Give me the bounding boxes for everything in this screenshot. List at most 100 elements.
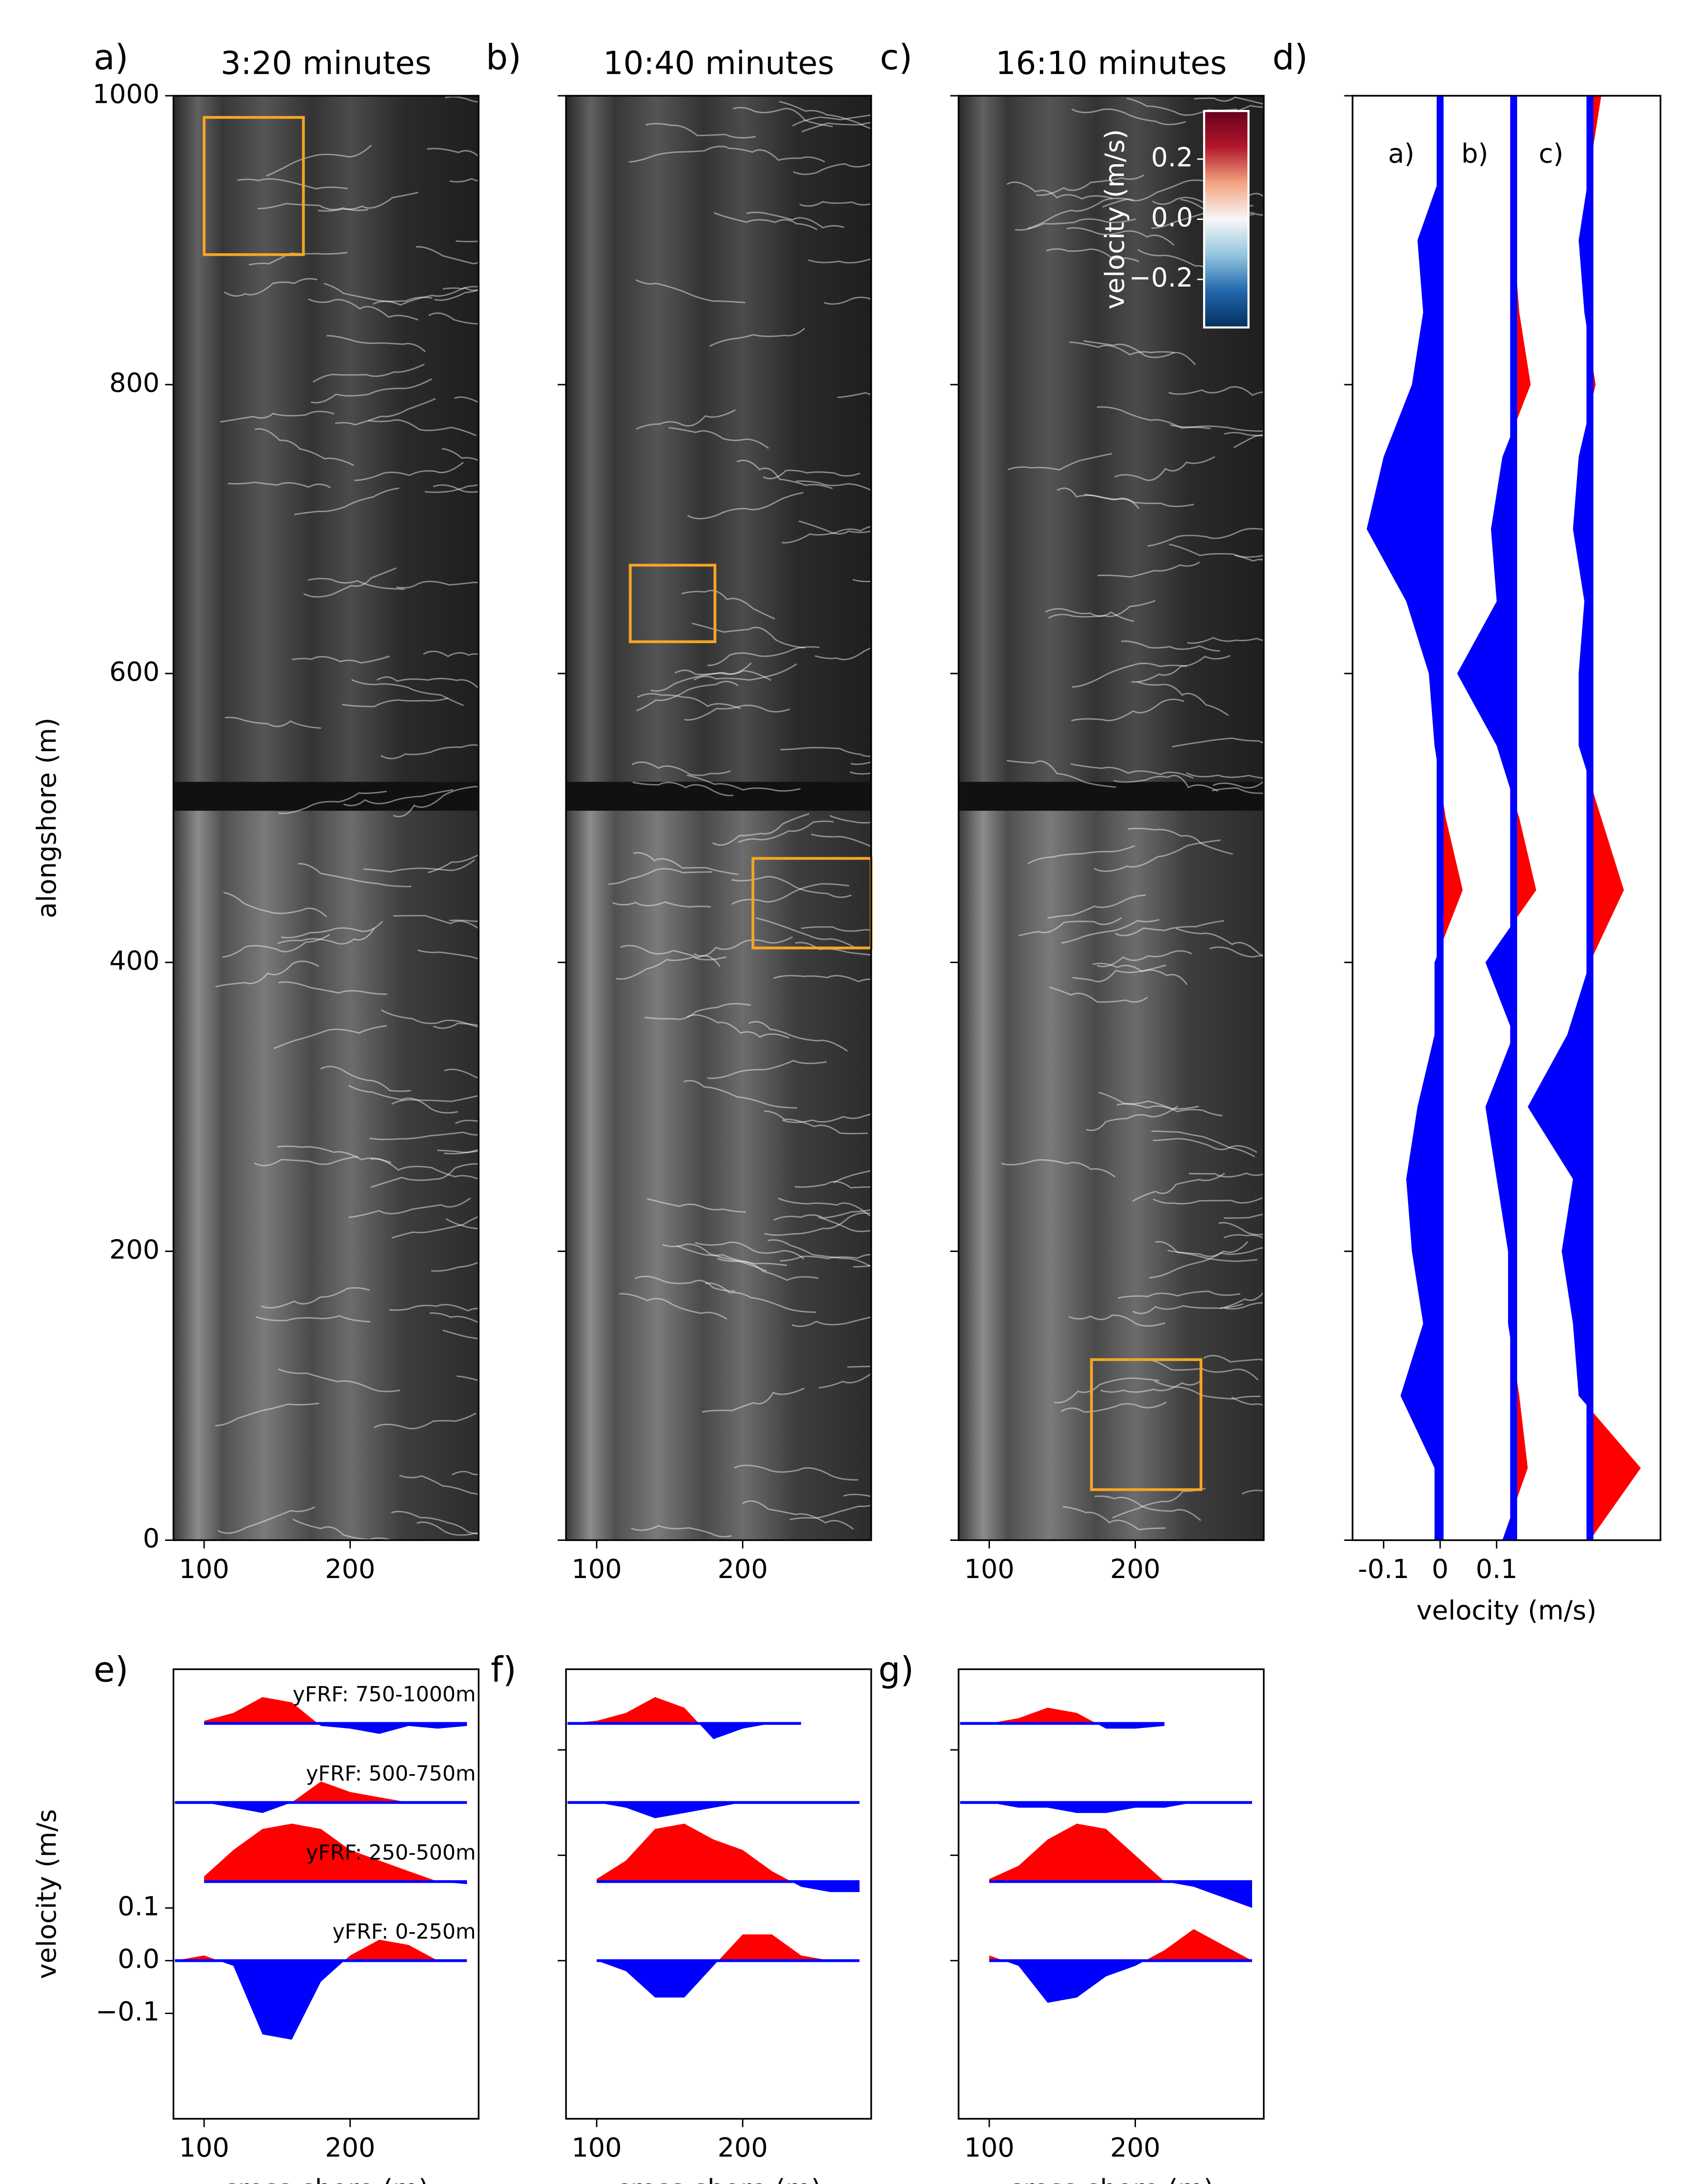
streamline [815,647,871,660]
x-tick-label: 200 [718,2133,768,2163]
streamline [1072,964,1166,983]
streamline [798,520,871,535]
streamline [1131,655,1231,683]
negative-area [1528,168,1590,1540]
panel: a) b) c) -0.1 0 0.1 d) velocity (m/s) [1273,37,1661,1626]
streamline [273,1025,387,1049]
streamline [278,1368,401,1392]
streamline [674,669,771,681]
series-label: c) [1539,139,1563,169]
streamline [1224,1213,1264,1219]
streamline [307,578,405,590]
streamline [456,1375,479,1381]
streamline [1170,424,1264,433]
streamline [415,246,479,265]
streamline [1054,1377,1159,1404]
streamline [399,1475,479,1495]
x-tick-label: 100 [964,2133,1015,2163]
y-tick-label: −0.1 [96,1997,159,2027]
colorbar-tick-label: −0.2 [1129,263,1193,293]
streamline [393,915,479,930]
series-label: yFRF: 250-500m [306,1840,476,1865]
axes-frame [565,95,872,1541]
north-shade [173,96,479,789]
x-tick-label: 100 [572,1554,622,1585]
series-label: a) [1388,139,1415,169]
streamline [818,1216,871,1232]
streamline [762,469,860,479]
streamline [1149,1241,1248,1279]
beach-image [566,96,871,1540]
streamline [1115,920,1224,936]
panel-label: f) [491,1649,516,1690]
streamline [445,1218,479,1230]
streamline [1224,1302,1264,1310]
streamline [1068,1314,1165,1327]
streamline [222,933,330,958]
streamline [734,1464,859,1481]
streamline [455,240,479,242]
streamline [651,662,752,692]
streamline [308,298,419,321]
x-tick-label: 100 [179,1554,229,1585]
streamline [1093,963,1188,985]
streamline [313,363,425,383]
streamline [1175,927,1264,956]
streamline [791,1316,871,1327]
streamline [1066,227,1175,246]
y-tick-label: 400 [109,946,160,976]
highlight-box [202,116,305,256]
streamline [764,1212,870,1236]
streamline [255,1315,371,1323]
panel-title: 3:20 minutes [221,45,432,82]
positive-area [204,1824,439,1882]
colorbar [1203,110,1250,329]
beach-image [173,96,479,1540]
streamline [693,663,797,681]
streamline [281,921,383,939]
streamline [1132,1172,1225,1202]
streamline [829,815,871,824]
streamline [254,428,355,466]
streamline [433,1023,479,1029]
streamline [298,863,412,887]
positive-area [960,1707,1096,1724]
streamline [837,392,871,398]
streamline [391,1095,479,1105]
streamline [428,312,479,325]
streamline [1102,179,1211,208]
x-tick-label: 100 [179,2133,229,2163]
streamline [773,1209,871,1221]
negative-area [960,1802,1253,1813]
streamline [681,590,775,620]
pier [566,782,871,811]
streamline [702,1388,805,1413]
positive-area [989,1929,1253,1961]
streamline [780,747,871,757]
positive-area [175,1939,467,1961]
streamline [1224,432,1264,437]
streamline [277,927,375,945]
streamline [317,191,418,212]
negative-area [175,1802,467,1813]
positive-area [1589,96,1641,1540]
streamline [631,1525,732,1538]
x-tick-label: 200 [718,1554,768,1585]
streamline [1112,1488,1206,1519]
streamline [1097,406,1211,429]
y-axis-label: alongshore (m) [32,717,62,918]
streamline [824,297,871,305]
streamline [707,1060,827,1079]
streamline [292,655,390,664]
profile [175,1939,467,2040]
streamline [449,919,479,922]
colorbar-tick-label: 0.0 [1151,203,1193,233]
streamline [1060,1401,1167,1413]
streamline [727,147,825,163]
streamline [1224,1234,1264,1239]
panel: yFRF: 0-250m yFRF: 250-500m yFRF: 500-750m… [32,1649,480,2184]
x-tick-label: 0.1 [1476,1554,1518,1585]
series-label: yFRF: 0-250m [332,1920,475,1944]
streamline [683,1080,798,1109]
